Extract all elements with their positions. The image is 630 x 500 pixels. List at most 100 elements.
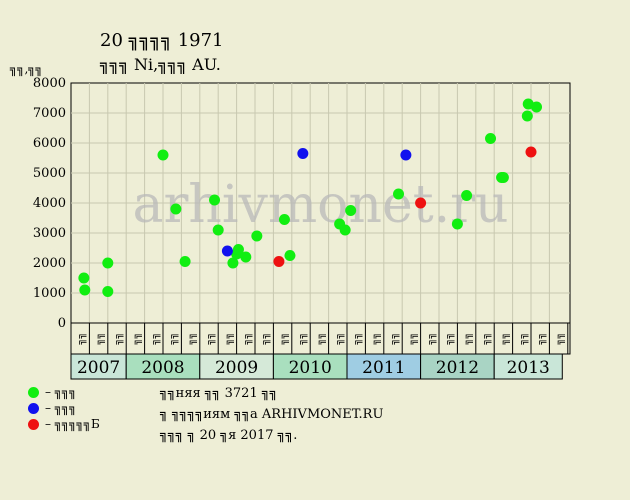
data-point xyxy=(485,133,497,144)
x-tick-label: ╗╗ xyxy=(150,332,161,344)
note-line-1: ╗╗няя ╗╗ 3721 ╗╗ xyxy=(160,386,278,401)
chart-subtitle: ╗╗╗ Ni,╗╗╗ AU. xyxy=(100,55,221,74)
x-tick-label: ╗╗ xyxy=(95,332,106,344)
data-point xyxy=(102,257,114,269)
x-tick-label: ╗╗ xyxy=(242,332,253,344)
data-point xyxy=(339,224,351,236)
x-tick-label: ╗╗ xyxy=(407,332,418,344)
y-tick-label: 1000 xyxy=(33,286,66,301)
x-tick-label: ╗╗ xyxy=(352,332,363,344)
year-label: 2012 xyxy=(436,358,479,378)
data-point xyxy=(209,194,221,206)
data-point xyxy=(240,251,252,263)
legend-marker xyxy=(28,386,39,398)
y-tick-label: 8000 xyxy=(33,76,66,91)
data-point xyxy=(273,256,285,267)
y-tick-label: 3000 xyxy=(33,226,66,241)
x-tick-label: ╗╗ xyxy=(536,332,547,344)
x-tick-label: ╗╗ xyxy=(297,332,308,344)
x-tick-label: ╗╗ xyxy=(223,332,234,344)
legend-item: – ╗╗╗ xyxy=(28,400,100,416)
data-point xyxy=(251,230,263,242)
data-point xyxy=(497,172,509,183)
data-point xyxy=(345,205,357,216)
year-band xyxy=(70,353,127,380)
data-point xyxy=(297,148,309,159)
year-band xyxy=(420,353,495,380)
legend-item: – ╗╗╗╗╗Б xyxy=(28,416,100,432)
data-point xyxy=(157,149,169,161)
year-label: 2013 xyxy=(507,358,550,378)
month-axis-strip xyxy=(70,322,571,355)
data-point xyxy=(451,218,463,230)
data-point xyxy=(78,272,90,284)
year-label: 2009 xyxy=(215,358,258,378)
legend-item: – ╗╗╗ xyxy=(28,384,100,400)
year-band xyxy=(125,353,201,380)
x-tick-label: ╗╗ xyxy=(168,332,179,344)
data-point xyxy=(393,188,405,200)
x-tick-label: ╗╗ xyxy=(499,332,510,344)
x-tick-label: ╗╗ xyxy=(187,332,198,344)
y-tick-label: 4000 xyxy=(33,196,66,211)
data-point xyxy=(227,257,239,269)
data-point xyxy=(79,284,91,296)
year-band xyxy=(272,353,348,380)
x-tick-label: ╗╗ xyxy=(334,332,345,344)
y-tick-label: 0 xyxy=(58,316,66,331)
x-tick-label: ╗╗ xyxy=(463,332,474,344)
legend-marker xyxy=(28,418,39,430)
y-axis-unit: ╗╗,╗╗ xyxy=(10,62,43,76)
y-tick-label: 2000 xyxy=(33,256,66,271)
data-point xyxy=(522,98,534,110)
x-tick-label: ╗╗ xyxy=(205,332,216,344)
year-label: 2008 xyxy=(141,358,184,378)
x-tick-label: ╗╗ xyxy=(518,332,529,344)
y-tick-label: 6000 xyxy=(33,136,66,151)
x-tick-label: ╗╗ xyxy=(444,332,455,344)
y-tick-label: 7000 xyxy=(33,106,66,121)
data-point xyxy=(400,149,412,161)
data-point xyxy=(102,286,114,297)
x-tick-label: ╗╗ xyxy=(389,332,400,344)
data-point xyxy=(415,197,427,209)
data-point xyxy=(525,146,537,158)
x-tick-label: ╗╗ xyxy=(481,332,492,344)
data-point xyxy=(221,245,233,257)
x-tick-label: ╗╗ xyxy=(426,332,437,344)
x-tick-label: ╗╗ xyxy=(76,332,87,344)
watermark: arhivmonet.ru xyxy=(132,175,508,235)
x-tick-label: ╗╗ xyxy=(131,332,142,344)
year-label: 2010 xyxy=(289,358,332,378)
data-point xyxy=(284,250,296,261)
legend-label: – ╗╗╗╗╗Б xyxy=(45,417,100,431)
x-tick-label: ╗╗ xyxy=(371,332,382,344)
x-tick-label: ╗╗ xyxy=(315,332,326,344)
data-point xyxy=(531,101,543,113)
year-band xyxy=(493,353,563,380)
source-note: ╗╗няя ╗╗ 3721 ╗╗ ╗ ╗╗╗╗иям ╗╗а ARHIVMONE… xyxy=(160,383,383,446)
data-point xyxy=(521,110,533,122)
chart-title: 20 ╗╗╗╗ 1971 xyxy=(100,30,224,51)
legend-label: – ╗╗╗ xyxy=(45,385,77,399)
x-tick-label: ╗╗ xyxy=(260,332,271,344)
x-tick-label: ╗╗ xyxy=(113,332,124,344)
data-point xyxy=(278,214,290,225)
legend-label: – ╗╗╗ xyxy=(45,401,77,415)
legend-marker xyxy=(28,402,39,414)
data-point xyxy=(212,224,224,236)
data-point xyxy=(461,190,473,201)
data-point xyxy=(170,203,182,215)
data-point xyxy=(179,256,191,267)
legend: – ╗╗╗ – ╗╗╗ – ╗╗╗╗╗Б xyxy=(28,384,100,432)
year-label: 2011 xyxy=(362,358,405,378)
y-tick-label: 5000 xyxy=(33,166,66,181)
note-line-2: ╗ ╗╗╗╗иям ╗╗а ARHIVMONET.RU xyxy=(160,407,384,422)
data-point xyxy=(232,244,244,255)
year-label: 2007 xyxy=(77,358,120,378)
x-tick-label: ╗╗ xyxy=(279,332,290,344)
year-band xyxy=(346,353,422,380)
note-line-3: ╗╗╗ ╗ 20 ╗я 2017 ╗╗. xyxy=(160,428,298,443)
x-tick-label: ╗╗ xyxy=(555,332,566,344)
